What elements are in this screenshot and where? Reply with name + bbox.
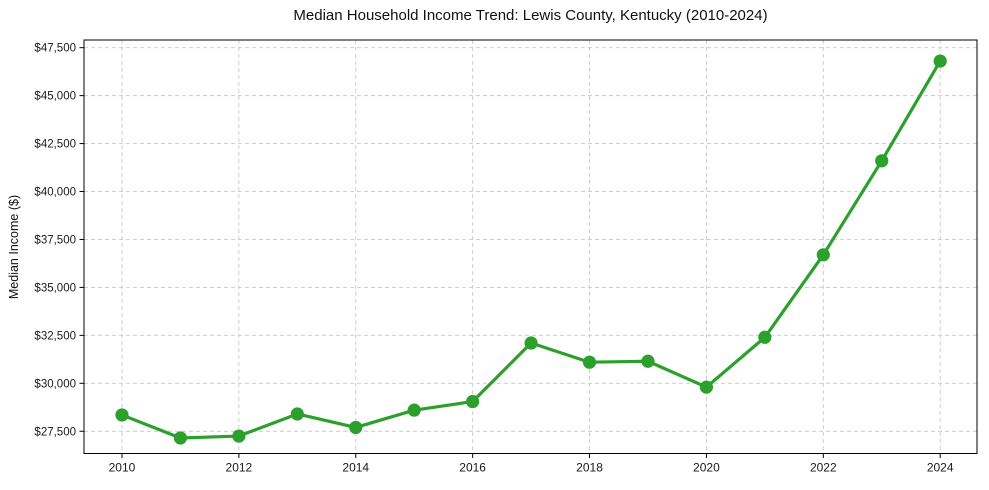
x-tick-label: 2020 <box>693 461 720 475</box>
y-tick-label: $30,000 <box>34 378 76 390</box>
y-tick-label: $35,000 <box>34 282 76 294</box>
x-tick-label: 2016 <box>459 461 486 475</box>
data-point-2016 <box>466 394 480 409</box>
y-tick-label: $45,000 <box>34 91 76 103</box>
y-tick-label: $27,500 <box>34 426 76 438</box>
data-point-2011 <box>173 431 188 445</box>
y-tick-label: $42,500 <box>34 139 76 151</box>
data-point-2022 <box>816 248 830 262</box>
y-tick-label: $37,500 <box>34 234 76 246</box>
data-point-2018 <box>582 355 597 369</box>
x-tick-label: 2010 <box>109 461 136 475</box>
trend-line <box>120 59 942 440</box>
data-point-2024 <box>933 54 947 68</box>
data-point-2015 <box>407 403 421 417</box>
y-tick-label: $40,000 <box>34 187 76 199</box>
x-tick-label: 2022 <box>810 461 837 475</box>
plot-frame <box>83 39 978 454</box>
data-point-2013 <box>290 407 304 421</box>
chart-title: Median Household Income Trend: Lewis Cou… <box>293 7 768 24</box>
x-tick-label: 2018 <box>576 461 603 475</box>
data-point-2019 <box>641 354 655 368</box>
data-point-2023 <box>875 154 889 168</box>
data-point-2010 <box>115 408 129 422</box>
x-tick-label: 2024 <box>927 461 954 475</box>
data-point-2017 <box>524 336 538 350</box>
data-point-2021 <box>758 330 772 344</box>
x-tick-label: 2014 <box>342 461 369 475</box>
y-tick-label: $47,500 <box>34 43 76 55</box>
data-point-2014 <box>349 420 363 435</box>
data-point-2020 <box>699 380 714 394</box>
x-tick-label: 2012 <box>226 461 253 475</box>
data-point-2012 <box>232 429 246 443</box>
y-tick-label: $32,500 <box>34 330 76 342</box>
